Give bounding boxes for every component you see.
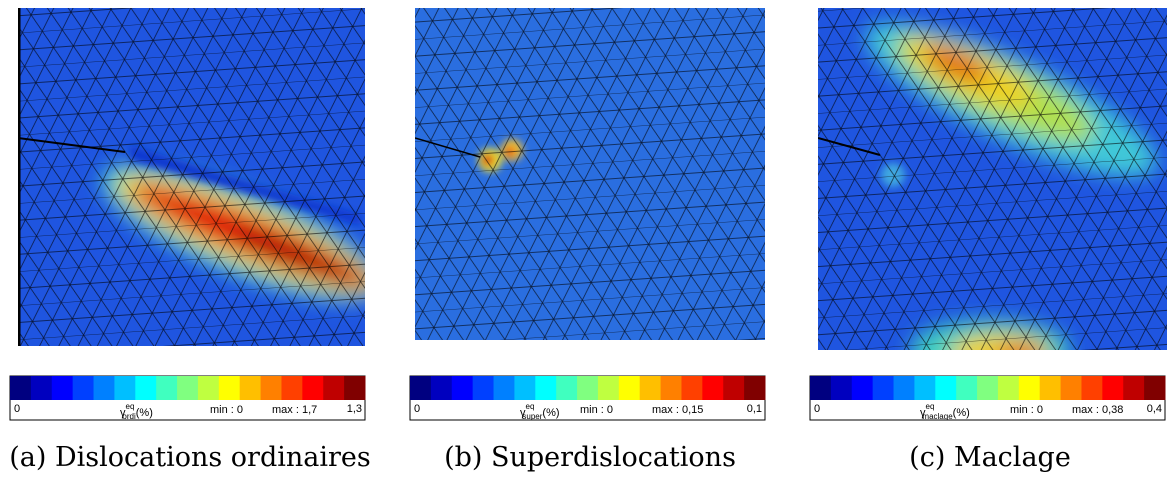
colorbar-swatch [535,376,557,400]
plot-c [818,8,1167,350]
colorbar-swatch [1039,376,1062,400]
colorbar-quantity: γeq ordi(%) [120,402,153,421]
subscript: super [522,412,542,421]
colorbar-swatch [156,376,178,400]
colorbar-max: 0,1 [747,403,762,415]
colorbar-swatch [1060,376,1082,400]
superscript: eq [526,402,535,411]
colorbar-swatch [851,376,874,400]
colorbar-swatch [681,376,703,400]
superscript: eq [926,402,935,411]
colorbar-swatch [810,376,832,400]
colorbar-swatch [997,376,1020,400]
colorbar-swatch [723,376,745,400]
colorbar-swatch [1123,376,1145,400]
max-text: max : 0,15 [652,404,703,416]
colorbar: 0 0,1 γeq super(%) min : 0 max : 0,15 [409,375,766,421]
colorbar-swatch [260,376,282,400]
colorbar-swatch [472,376,495,400]
colorbar-swatch [618,376,641,400]
colorbar-swatch [72,376,95,400]
colorbar-swatch [830,376,853,400]
unit: (%) [136,407,153,419]
colorbar-swatch [93,376,115,400]
colorbar: 0 0,4 γeq maclage(%) min : 0 max : 0,38 [809,375,1166,421]
unit: (%) [542,407,559,419]
colorbar-swatch [660,376,682,400]
colorbar-swatch [239,376,262,400]
colorbar-swatch [935,376,957,400]
colorbar-swatch [493,376,515,400]
min-text: min : 0 [1010,404,1043,416]
colorbar-swatch [956,376,978,400]
plot-a [18,8,365,346]
colorbar-swatch [344,376,366,400]
colorbar-swatch [302,376,324,400]
caption: (a) Dislocations ordinaires [9,442,371,473]
subscript: maclage [922,412,953,421]
min-text: min : 0 [580,404,613,416]
colorbar-swatch [914,376,936,400]
colorbar-swatch [410,376,432,400]
colorbar-swatch [10,376,32,400]
colorbar-max: 0,4 [1147,403,1162,415]
colorbar: 0 1,3 γeq ordi(%) min : 0 max : 1,7 [9,375,366,421]
colorbar-swatch [893,376,915,400]
colorbar-quantity: γeq maclage(%) [920,402,970,421]
colorbar-swatch [323,376,345,400]
colorbar-quantity: γeq super(%) [520,402,560,421]
plot-b [415,8,765,340]
colorbar-swatch [114,376,136,400]
symbol: γ [120,407,126,419]
subscript: ordi [122,412,136,421]
max-text: max : 0,38 [1072,404,1123,416]
colorbar-swatch [577,376,599,400]
colorbar-swatch [872,376,895,400]
colorbar-swatch [597,376,620,400]
colorbar-min: 0 [14,403,20,415]
colorbar-swatch [30,376,53,400]
colorbar-swatch [1102,376,1124,400]
colorbar-swatch [514,376,536,400]
max-text: max : 1,7 [272,404,317,416]
colorbar-swatch [197,376,220,400]
colorbar-swatch [430,376,453,400]
colorbar-swatch [281,376,303,400]
colorbar-min: 0 [414,403,420,415]
colorbar-swatch [1144,376,1166,400]
superscript: eq [126,402,135,411]
symbol: γ [920,407,926,419]
colorbar-max: 1,3 [347,403,362,415]
colorbar-swatch [177,376,199,400]
colorbar-min: 0 [814,403,820,415]
unit: (%) [953,407,970,419]
caption: (b) Superdislocations [444,442,736,473]
colorbar-swatch [1018,376,1041,400]
colorbar-swatch [135,376,157,400]
colorbar-swatch [218,376,241,400]
colorbar-swatch [702,376,724,400]
colorbar-swatch [744,376,766,400]
symbol: γ [520,407,526,419]
colorbar-swatch [51,376,74,400]
colorbar-swatch [639,376,662,400]
colorbar-swatch [1081,376,1103,400]
colorbar-swatch [556,376,578,400]
min-text: min : 0 [210,404,243,416]
caption: (c) Maclage [909,442,1071,473]
colorbar-swatch [451,376,474,400]
colorbar-swatch [977,376,999,400]
